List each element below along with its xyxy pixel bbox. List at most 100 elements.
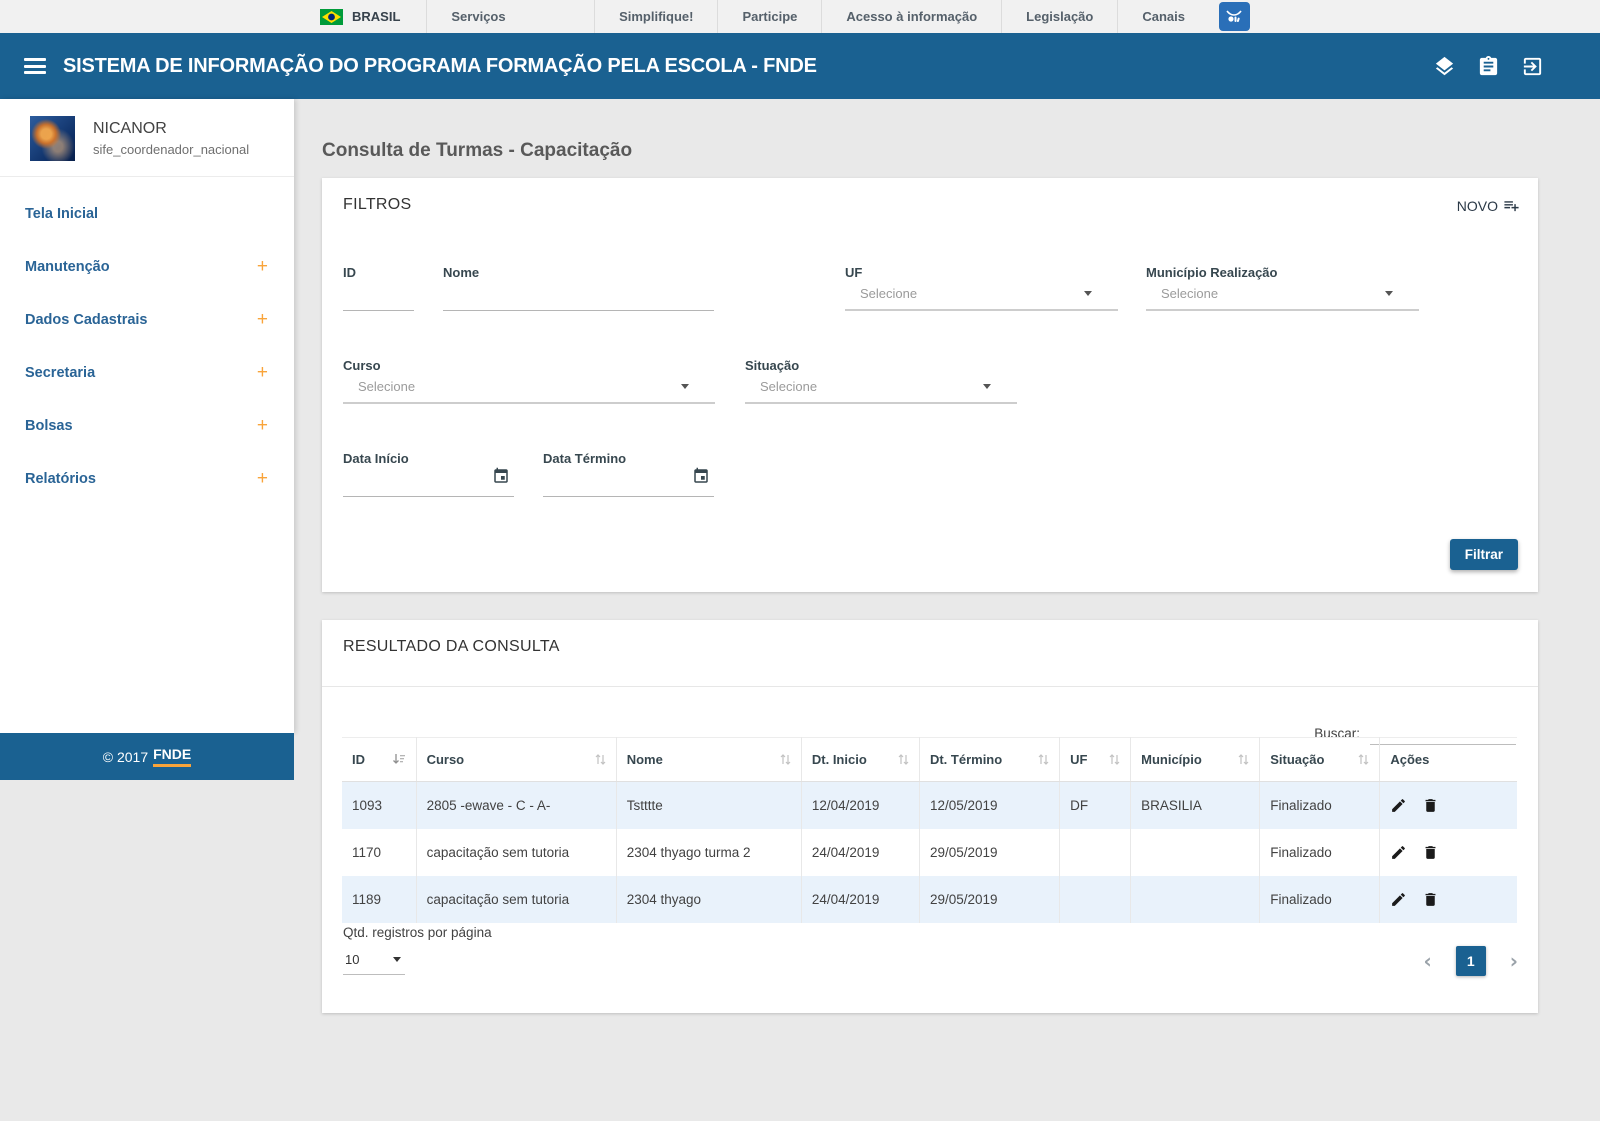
table-row: 1189 capacitação sem tutoria 2304 thyago… (342, 875, 1517, 923)
gov-link-canais[interactable]: Canais (1117, 0, 1209, 33)
vlibras-accessibility-icon[interactable] (1219, 2, 1250, 31)
cell-id: 1093 (342, 781, 417, 829)
chevron-down-icon (1084, 291, 1092, 296)
cell-municipio (1130, 828, 1261, 876)
expand-icon: + (256, 255, 268, 277)
calendar-icon[interactable] (492, 467, 510, 490)
cell-curso: capacitação sem tutoria (416, 875, 617, 923)
sidebar-item-bolsas[interactable]: Bolsas + (25, 414, 268, 436)
gov-top-bar: BRASIL Serviços Simplifique! Participe A… (0, 0, 1600, 33)
avatar[interactable] (30, 116, 75, 161)
col-header-acoes: Ações (1379, 737, 1517, 782)
user-role: sife_coordenador_nacional (93, 142, 250, 157)
table-row: 1093 2805 -ewave - C - A- Tstttte 12/04/… (342, 781, 1517, 829)
cell-situacao: Finalizado (1259, 875, 1381, 923)
user-name: NICANOR (93, 120, 167, 137)
sidebar-item-secretaria[interactable]: Secretaria + (25, 361, 268, 383)
sort-icon (1109, 754, 1120, 765)
col-header-dt-termino[interactable]: Dt. Término (919, 737, 1061, 782)
sidebar-item-dados-cadastrais[interactable]: Dados Cadastrais + (25, 308, 268, 330)
table-header-row: ID Curso Nome (342, 737, 1517, 782)
gov-link-simplifique[interactable]: Simplifique! (594, 0, 717, 33)
filter-municipio-select[interactable]: Selecione (1146, 286, 1419, 311)
filter-id-field: ID (343, 265, 414, 311)
chevron-down-icon (393, 957, 401, 962)
delete-button[interactable] (1422, 891, 1439, 908)
col-header-situacao[interactable]: Situação (1259, 737, 1381, 782)
filter-municipio-label: Município Realização (1146, 265, 1278, 280)
sidebar-item-manutencao[interactable]: Manutenção + (25, 255, 268, 277)
sort-icon (1038, 754, 1049, 765)
layers-icon[interactable] (1433, 55, 1456, 78)
cell-nome: 2304 thyago (616, 875, 802, 923)
app-header: SISTEMA DE INFORMAÇÃO DO PROGRAMA FORMAÇ… (0, 33, 1600, 99)
cell-dt-inicio: 12/04/2019 (801, 781, 920, 829)
filters-card: FILTROS NOVO ID Nome UF Selecione Municí… (322, 178, 1538, 592)
col-header-uf[interactable]: UF (1059, 737, 1132, 782)
filter-uf-select[interactable]: Selecione (845, 286, 1118, 311)
delete-button[interactable] (1422, 844, 1439, 861)
sort-active-icon (392, 754, 405, 764)
logout-icon[interactable] (1521, 55, 1544, 78)
cell-id: 1170 (342, 828, 417, 876)
filter-uf-field: UF Selecione (845, 265, 1118, 311)
filter-curso-select[interactable]: Selecione (343, 379, 715, 404)
edit-button[interactable] (1390, 797, 1407, 814)
trash-icon (1425, 798, 1436, 812)
filter-data-inicio-input[interactable] (343, 473, 514, 497)
filter-situacao-field: Situação Selecione (745, 358, 1017, 404)
filter-data-termino-input[interactable] (543, 473, 714, 497)
cell-dt-inicio: 24/04/2019 (801, 828, 920, 876)
edit-button[interactable] (1390, 891, 1407, 908)
gov-link-participe[interactable]: Participe (717, 0, 821, 33)
delete-button[interactable] (1422, 797, 1439, 814)
filter-situacao-select[interactable]: Selecione (745, 379, 1017, 404)
gov-link-acesso-informacao[interactable]: Acesso à informação (821, 0, 1001, 33)
trash-icon (1425, 845, 1436, 859)
col-header-curso[interactable]: Curso (416, 737, 617, 782)
edit-button[interactable] (1390, 844, 1407, 861)
filter-nome-field: Nome (443, 265, 714, 311)
clipboard-icon[interactable] (1477, 55, 1500, 78)
next-page-button[interactable]: › (1509, 949, 1518, 973)
col-header-nome[interactable]: Nome (616, 737, 802, 782)
cell-dt-termino: 29/05/2019 (919, 828, 1061, 876)
fnde-link[interactable]: FNDE (153, 746, 192, 767)
sidebar-item-relatorios[interactable]: Relatórios + (25, 467, 268, 489)
page-title: Consulta de Turmas - Capacitação (322, 140, 633, 161)
pencil-icon (1392, 892, 1406, 906)
prev-page-button[interactable]: ‹ (1423, 949, 1432, 973)
sort-icon (595, 754, 606, 765)
pencil-icon (1392, 798, 1406, 812)
gov-brand-brasil[interactable]: BRASIL (320, 0, 426, 33)
cell-id: 1189 (342, 875, 417, 923)
hamburger-menu-icon[interactable] (24, 55, 46, 78)
cell-nome: Tstttte (616, 781, 802, 829)
cell-nome: 2304 thyago turma 2 (616, 828, 802, 876)
filter-curso-field: Curso Selecione (343, 358, 715, 404)
filtrar-button[interactable]: Filtrar (1449, 539, 1518, 570)
sort-icon (898, 754, 909, 765)
filter-id-input[interactable] (343, 287, 414, 311)
cell-uf (1059, 875, 1132, 923)
filter-data-inicio-label: Data Início (343, 451, 409, 466)
col-header-dt-inicio[interactable]: Dt. Inicio (801, 737, 920, 782)
cell-situacao: Finalizado (1259, 781, 1381, 829)
filter-data-inicio-field: Data Início (343, 451, 514, 497)
cell-municipio (1130, 875, 1261, 923)
expand-icon: + (256, 467, 268, 489)
current-page-button[interactable]: 1 (1455, 946, 1486, 976)
cell-dt-termino: 12/05/2019 (919, 781, 1061, 829)
novo-button[interactable]: NOVO (1457, 197, 1520, 214)
calendar-icon[interactable] (692, 467, 710, 490)
per-page-select[interactable]: 10 (343, 952, 405, 975)
gov-link-legislacao[interactable]: Legislação (1001, 0, 1117, 33)
filter-nome-input[interactable] (443, 287, 714, 311)
col-header-municipio[interactable]: Município (1130, 737, 1261, 782)
main-content: Consulta de Turmas - Capacitação FILTROS… (322, 99, 1538, 1121)
sidebar-item-tela-inicial[interactable]: Tela Inicial (25, 205, 99, 222)
sidebar-footer: © 2017 FNDE (0, 733, 294, 780)
gov-link-servicos[interactable]: Serviços (426, 0, 529, 33)
results-card: RESULTADO DA CONSULTA Buscar: ID (322, 620, 1538, 1013)
col-header-id[interactable]: ID (342, 737, 417, 782)
